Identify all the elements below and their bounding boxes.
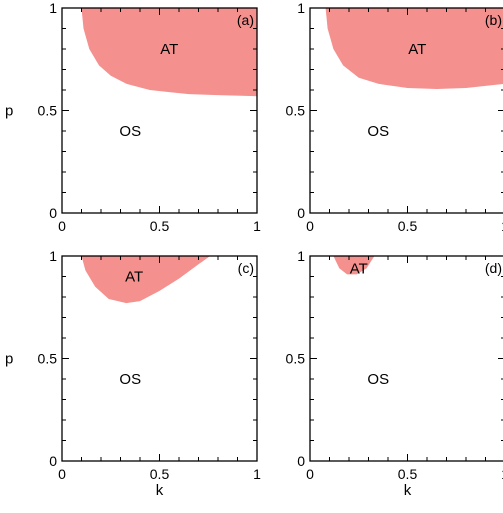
x-tick-label: 1 — [253, 218, 261, 234]
region-label-os: OS — [119, 123, 141, 140]
y-tick-label: 1 — [49, 248, 57, 264]
x-tick-label: 1 — [253, 466, 261, 482]
panel-tag: (c) — [238, 260, 254, 276]
panel-tag: (a) — [237, 12, 254, 28]
region-label-at: AT — [350, 260, 368, 277]
panel-tag: (b) — [485, 12, 502, 28]
y-tick-label: 0 — [49, 453, 57, 469]
region-label-os: OS — [367, 371, 389, 388]
x-tick-label: 0 — [58, 218, 66, 234]
region-at-area — [81, 256, 211, 304]
y-axis-label: p — [5, 103, 13, 120]
x-tick-label: 0 — [58, 466, 66, 482]
y-tick-label: 0 — [297, 205, 305, 221]
region-label-at: AT — [160, 41, 178, 58]
y-tick-label: 0 — [49, 205, 57, 221]
x-tick-label: 1 — [501, 218, 503, 234]
y-axis-label: p — [5, 351, 13, 368]
y-tick-label: 1 — [49, 0, 57, 16]
y-tick-label: 1 — [297, 0, 305, 16]
region-label-at: AT — [125, 269, 143, 286]
y-tick-label: 0.5 — [38, 351, 58, 367]
x-tick-label: 0.5 — [150, 218, 170, 234]
panel-4: 0 0.5 1 0 0.5 1 k AT OS (d) — [286, 248, 503, 499]
y-tick-label: 1 — [297, 248, 305, 264]
region-label-at: AT — [408, 41, 426, 58]
region-at-area — [81, 8, 257, 97]
panel-2: 0 0.5 1 0 0.5 1 AT OS (b) — [286, 0, 503, 234]
panel-tag: (d) — [485, 260, 502, 276]
x-axis-label: k — [156, 482, 164, 499]
x-tick-label: 0 — [306, 466, 314, 482]
y-tick-label: 0.5 — [38, 103, 58, 119]
region-label-os: OS — [367, 123, 389, 140]
y-tick-label: 0.5 — [286, 351, 306, 367]
panel-1: 0 0.5 1 0 0.5 1 p AT OS (a) — [5, 0, 261, 234]
x-tick-label: 0.5 — [150, 466, 170, 482]
region-at-area — [333, 256, 375, 275]
y-tick-label: 0.5 — [286, 103, 306, 119]
y-tick-label: 0 — [297, 453, 305, 469]
region-at-area — [325, 8, 503, 89]
x-axis-label: k — [404, 482, 412, 499]
plot-frame — [309, 255, 503, 462]
x-tick-label: 1 — [501, 466, 503, 482]
panel-3: 0 0.5 1 0 0.5 1 p k AT OS (c) — [5, 248, 261, 499]
x-tick-label: 0.5 — [398, 218, 418, 234]
x-tick-label: 0.5 — [398, 466, 418, 482]
x-tick-label: 0 — [306, 218, 314, 234]
region-label-os: OS — [119, 371, 141, 388]
